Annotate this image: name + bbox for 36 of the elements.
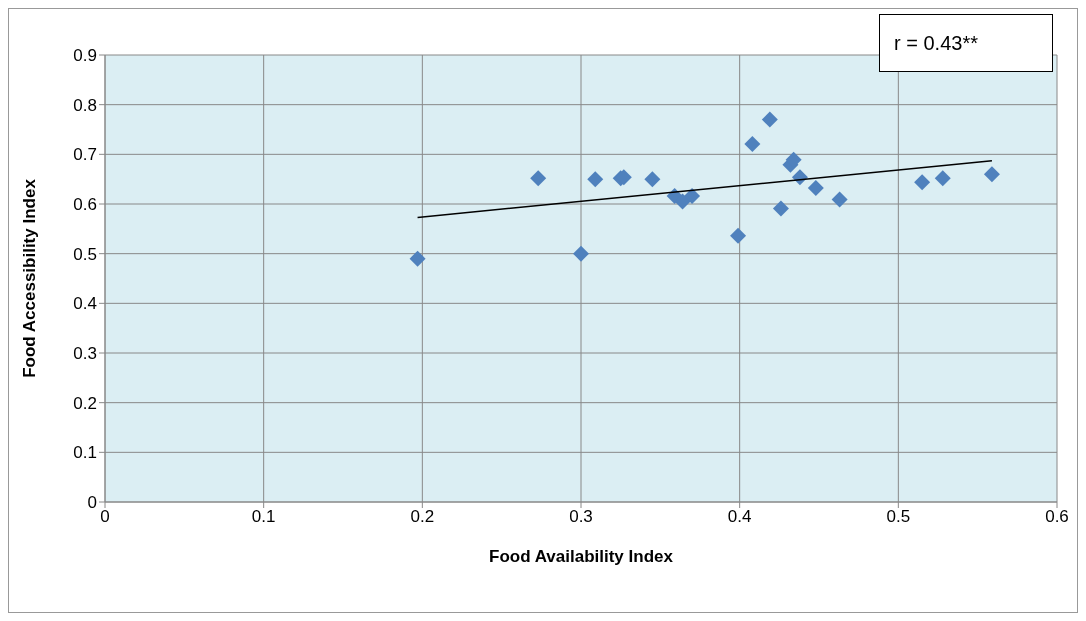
x-tick-label: 0.4: [727, 507, 752, 527]
y-axis-title: Food Accessibility Index: [20, 178, 40, 378]
x-tick-label: 0.2: [410, 507, 435, 527]
y-tick-label: 0.7: [73, 145, 97, 165]
point: [772, 200, 789, 217]
x-tick-label: 0.6: [1045, 507, 1069, 527]
y-tick-label: 0.3: [73, 344, 97, 364]
point: [761, 111, 778, 128]
x-tick-label: 0: [100, 507, 110, 527]
point: [730, 227, 747, 244]
point: [807, 180, 824, 197]
y-tick-label: 0.4: [73, 294, 97, 314]
point: [934, 170, 951, 187]
x-tick-label: 0.3: [569, 507, 593, 527]
point: [674, 193, 691, 210]
y-tick-label: 0.1: [73, 443, 97, 463]
point: [644, 171, 661, 188]
point: [573, 245, 589, 262]
point: [831, 191, 848, 208]
x-tick-label: 0.1: [251, 507, 276, 527]
point: [684, 188, 701, 205]
y-tick-label: 0.8: [73, 95, 97, 115]
y-tick-label: 0.6: [73, 195, 97, 215]
x-axis-title: Food Availability Index: [489, 547, 674, 566]
point: [983, 166, 1000, 183]
point: [530, 170, 547, 187]
point: [409, 250, 426, 267]
y-tick-label: 0.2: [73, 393, 97, 413]
x-tick-label: 0.5: [886, 507, 911, 527]
point: [744, 135, 761, 152]
y-tick-label: 0.5: [73, 244, 97, 264]
y-tick-label: 0: [87, 493, 97, 513]
point: [587, 171, 604, 188]
y-tick-label: 0.9: [73, 46, 97, 66]
note-box: r = 0.43**: [879, 14, 1053, 72]
point: [914, 174, 931, 191]
